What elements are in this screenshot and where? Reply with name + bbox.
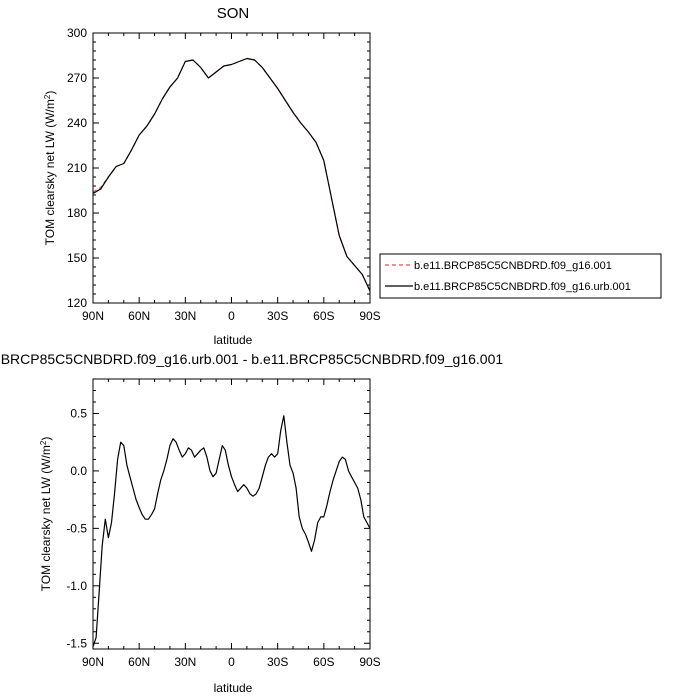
y-tick-label: 300	[67, 26, 87, 40]
x-tick-label: 60S	[313, 309, 334, 323]
y-tick-label: 210	[67, 161, 87, 175]
x-tick-label: 30N	[174, 655, 196, 669]
top-panel-xlabel: latitude	[214, 333, 253, 347]
x-tick-label: 30S	[267, 655, 288, 669]
top-panel-frame	[92, 32, 371, 304]
x-tick-label: 60N	[128, 655, 150, 669]
bottom-panel-ticks: 90N 60N 30N 0 30S 60S 90S 0.5 0.0 -0.5 -1.0 -1.5	[66, 378, 381, 669]
series-line-0-0	[92, 57, 371, 292]
y-tick-label: 0.0	[70, 464, 87, 478]
bottom-panel: b.e11.BRCP85C5CNBDRD.f09_g16.urb.001 - b…	[0, 351, 503, 695]
bottom-panel-xlabel: latitude	[214, 681, 253, 695]
x-tick-label: 60N	[128, 309, 150, 323]
y-tick-label: -1.5	[66, 636, 87, 650]
bottom-panel-title: b.e11.BRCP85C5CNBDRD.f09_g16.urb.001 - b…	[0, 351, 503, 367]
y-tick-label: -0.5	[66, 521, 87, 535]
x-tick-label: 90S	[359, 309, 380, 323]
y-tick-label: 150	[67, 251, 87, 265]
y-tick-label: 180	[67, 206, 87, 220]
x-tick-label: 90N	[82, 309, 104, 323]
x-tick-label: 90N	[82, 655, 104, 669]
x-tick-label: 60S	[313, 655, 334, 669]
y-tick-label: -1.0	[66, 579, 87, 593]
x-tick-label: 30S	[267, 309, 288, 323]
top-panel-series	[92, 57, 371, 292]
legend: b.e11.BRCP85C5CNBDRD.f09_g16.001 b.e11.B…	[379, 253, 662, 299]
bottom-panel-series	[92, 415, 371, 647]
bottom-panel-frame	[92, 378, 371, 650]
top-panel-ylabel: TOM clearsky net LW (W/m2)	[43, 91, 58, 246]
series-line-0-1	[92, 57, 371, 292]
y-tick-label: 120	[67, 296, 87, 310]
bottom-panel-ylabel: TOM clearsky net LW (W/m2)	[39, 437, 54, 592]
x-tick-label: 0	[228, 655, 235, 669]
top-panel-ticks: 90N 60N 30N 0 30S 60S 90S 120 150 180 210 240 270 300	[67, 26, 381, 323]
series-line-1-0	[92, 415, 371, 647]
top-panel: SON 90N 60N 30N 0 30S 60S 90S 120 150 180 210 240 27…	[43, 5, 381, 347]
y-tick-label: 240	[67, 116, 87, 130]
x-tick-label: 0	[228, 309, 235, 323]
top-panel-title: SON	[217, 5, 250, 22]
x-tick-label: 30N	[174, 309, 196, 323]
legend-label-control: b.e11.BRCP85C5CNBDRD.f09_g16.001	[414, 260, 612, 272]
x-tick-label: 90S	[359, 655, 380, 669]
y-tick-label: 270	[67, 71, 87, 85]
legend-box	[379, 253, 662, 299]
y-tick-label: 0.5	[70, 406, 87, 420]
legend-label-urb: b.e11.BRCP85C5CNBDRD.f09_g16.urb.001	[414, 281, 631, 293]
